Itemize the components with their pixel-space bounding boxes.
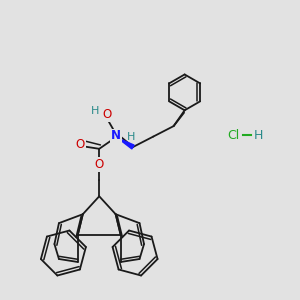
Text: H: H — [254, 129, 263, 142]
Text: H: H — [91, 106, 99, 116]
Text: O: O — [102, 108, 112, 121]
Text: Cl: Cl — [227, 129, 240, 142]
Text: O: O — [94, 158, 104, 171]
Text: N: N — [111, 130, 121, 142]
Text: H: H — [126, 132, 135, 142]
Polygon shape — [118, 138, 134, 149]
Text: O: O — [76, 138, 85, 152]
